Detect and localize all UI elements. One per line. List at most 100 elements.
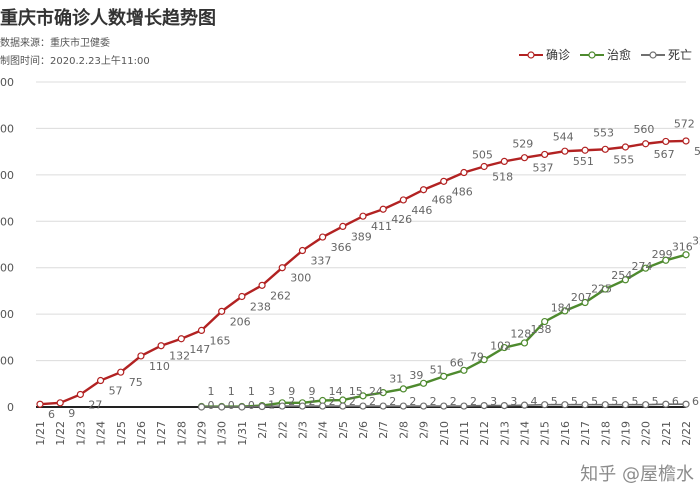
- data-point: [621, 143, 630, 151]
- data-label: 9: [308, 385, 315, 398]
- legend-label-cured: 治愈: [606, 48, 631, 62]
- data-label: 1: [268, 399, 275, 412]
- x-tick-label: 1/25: [115, 421, 128, 446]
- data-point: [177, 335, 185, 343]
- x-tick-label: 2/21: [660, 421, 673, 446]
- data-label: 553: [593, 126, 614, 139]
- x-tick-label: 1/31: [236, 421, 249, 446]
- data-label: 102: [490, 340, 511, 353]
- data-point: [238, 292, 246, 301]
- data-point: [379, 205, 387, 213]
- data-label: 66: [450, 356, 464, 369]
- data-label: 0: [228, 399, 235, 412]
- x-tick-label: 2/19: [619, 421, 632, 446]
- data-label: 572: [674, 117, 695, 130]
- x-tick-label: 2/20: [640, 421, 653, 446]
- x-tick-label: 2/9: [418, 421, 431, 439]
- data-point: [520, 154, 529, 162]
- data-point: [319, 402, 327, 410]
- data-label: 51: [430, 363, 444, 376]
- data-label: 551: [573, 155, 594, 168]
- data-point: [561, 307, 569, 315]
- data-point: [682, 251, 690, 259]
- x-tick-label: 2/7: [377, 421, 390, 439]
- data-point: [460, 168, 468, 177]
- legend-label-confirmed: 确诊: [545, 48, 570, 62]
- y-tick-label: 0: [7, 401, 14, 414]
- data-label: 544: [553, 130, 574, 143]
- legend-marker-cured: [579, 50, 604, 59]
- data-point: [561, 401, 569, 409]
- data-point: [541, 317, 549, 326]
- data-point: [520, 401, 529, 409]
- data-point: [541, 401, 549, 409]
- data-label: 128: [510, 328, 531, 341]
- watermark: 知乎 @屋檐水: [580, 464, 694, 485]
- data-point: [319, 233, 327, 241]
- data-point: [601, 285, 609, 293]
- data-label: 254: [611, 269, 632, 282]
- data-point: [157, 342, 165, 350]
- data-label: 184: [551, 302, 572, 315]
- data-label: 2: [349, 395, 356, 408]
- data-label: 300: [290, 272, 311, 285]
- data-label: 39: [409, 369, 423, 382]
- x-tick-label: 2/5: [337, 421, 350, 439]
- legend-marker-deaths: [640, 50, 665, 59]
- data-point: [96, 376, 105, 385]
- data-label: 207: [571, 291, 592, 304]
- data-point: [500, 157, 508, 165]
- data-label: 2: [288, 395, 295, 408]
- data-point: [440, 402, 448, 410]
- data-point: [278, 264, 286, 272]
- data-label: 6: [48, 408, 55, 421]
- data-point: [480, 402, 488, 410]
- x-tick-label: 2/11: [458, 421, 471, 446]
- data-point: [76, 390, 84, 399]
- data-point: [278, 402, 286, 410]
- data-label: 31: [389, 373, 403, 386]
- data-point: [399, 196, 407, 204]
- data-label: 147: [189, 343, 210, 356]
- y-tick-label: 300: [0, 262, 14, 275]
- data-point: [500, 343, 508, 352]
- data-label: 529: [512, 137, 533, 150]
- x-tick-label: 1/21: [34, 421, 47, 446]
- data-point: [298, 246, 307, 255]
- x-tick-label: 2/18: [599, 421, 612, 446]
- data-label: 411: [371, 220, 392, 233]
- data-point: [642, 401, 650, 409]
- x-tick-label: 2/16: [559, 421, 572, 446]
- data-point: [601, 401, 609, 409]
- data-point: [419, 379, 428, 387]
- x-tick-label: 1/26: [135, 421, 148, 446]
- data-label: 505: [472, 149, 493, 162]
- data-label: 75: [129, 376, 143, 389]
- data-label: 337: [310, 255, 331, 268]
- data-point: [197, 326, 206, 334]
- data-label: 6: [672, 395, 679, 408]
- data-label: 2: [430, 395, 437, 408]
- data-label: 262: [270, 289, 291, 302]
- data-point: [359, 392, 367, 400]
- data-point: [258, 281, 266, 289]
- data-point: [36, 400, 44, 408]
- data-label: 555: [613, 153, 634, 166]
- legend-marker-confirmed: [518, 50, 543, 59]
- y-tick-label: 400: [0, 215, 14, 228]
- data-label: 57: [109, 385, 123, 398]
- data-point: [642, 140, 650, 148]
- data-label: 3: [510, 395, 517, 408]
- data-label: 138: [531, 323, 552, 336]
- data-point: [581, 146, 589, 154]
- data-label: 24: [369, 385, 383, 398]
- data-label: 15: [349, 385, 363, 398]
- data-point: [218, 403, 226, 411]
- data-point: [480, 356, 488, 364]
- made-time: 制图时间：2020.2.23上午11:00: [0, 56, 150, 67]
- data-label: 206: [230, 315, 251, 328]
- data-point: [419, 402, 428, 410]
- data-label: 165: [210, 334, 231, 347]
- data-label: 2: [369, 395, 376, 408]
- data-label: 2: [409, 395, 416, 408]
